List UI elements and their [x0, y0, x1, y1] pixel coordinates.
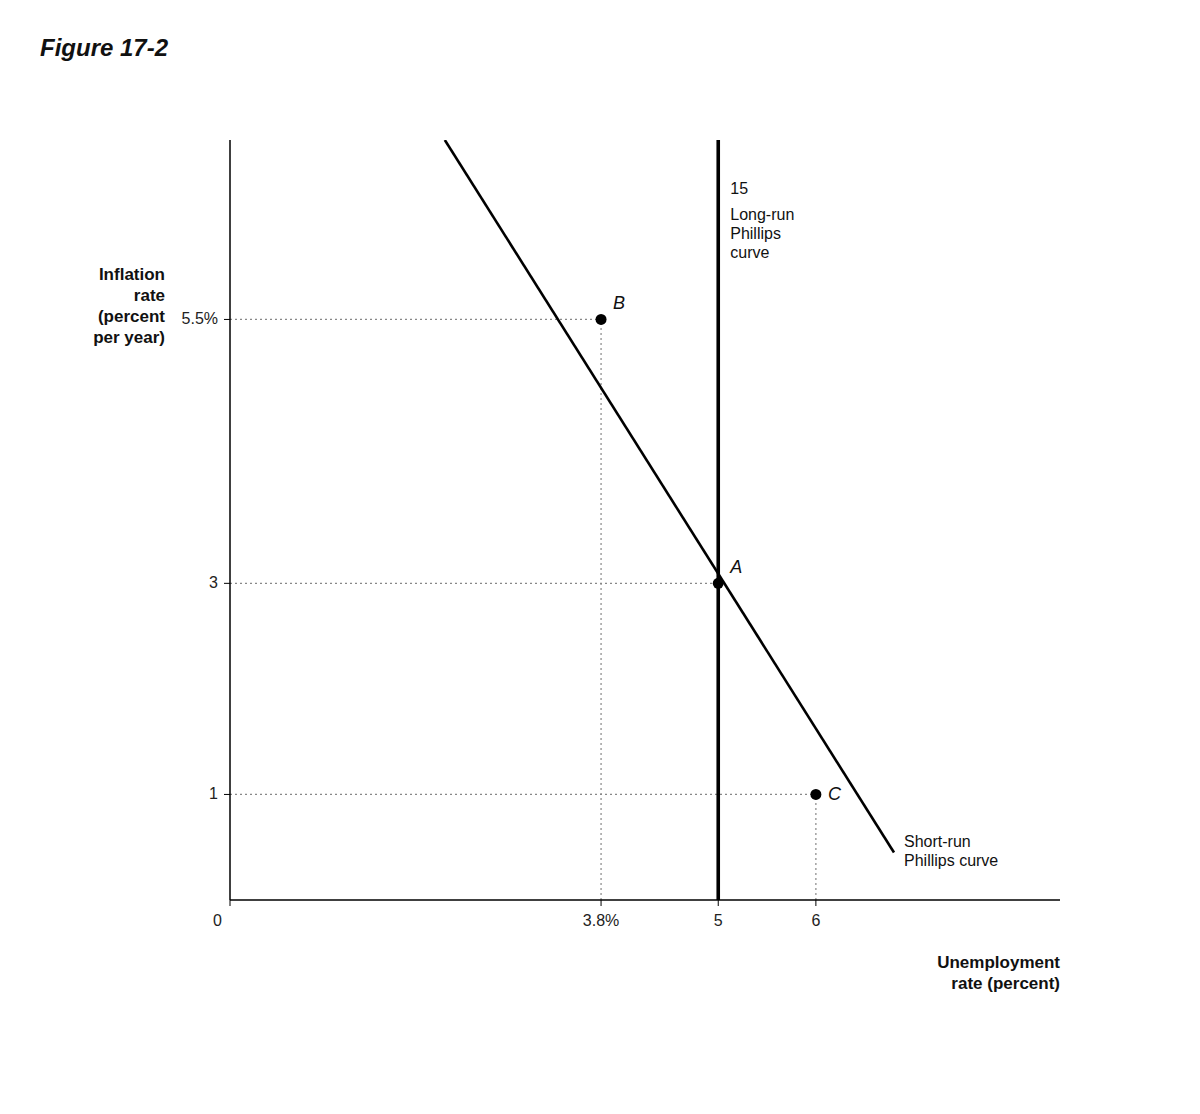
reference-line: [600, 319, 601, 900]
y-tick-label: 1: [209, 785, 218, 802]
text-line: Short-run: [904, 833, 971, 850]
reference-line: [815, 794, 816, 900]
x-tick: [601, 900, 602, 906]
reference-line: [230, 319, 601, 320]
text-line: Long-run: [730, 206, 794, 223]
x-tick-label: 3.8%: [583, 912, 619, 929]
chart: Figure 17-2 0 3.8% 5 6 1 3 5.5% Inflation rate (pe…: [0, 0, 1200, 1114]
curve-line: [445, 140, 894, 853]
reference-line: [230, 794, 816, 795]
x-tick: [815, 900, 816, 906]
y-axis-line: [229, 140, 231, 900]
point: [596, 314, 607, 325]
curve-label: Short-run Phillips curve: [904, 833, 998, 869]
y-tick: [224, 319, 230, 320]
text-line: curve: [730, 244, 769, 261]
y-tick-label: 3: [209, 574, 218, 591]
point-label: A: [729, 557, 742, 577]
point-label: B: [613, 293, 625, 313]
x-tick-label: 6: [811, 912, 820, 929]
text-line: rate: [134, 286, 165, 305]
y-axis-label: Inflation rate (percent per year): [93, 265, 165, 347]
y-tick: [224, 583, 230, 584]
plot-area: [230, 140, 894, 900]
x-axis-label: Unemployment rate (percent): [937, 953, 1060, 993]
text-line: per year): [93, 328, 165, 347]
x-tick-label: 0: [213, 912, 222, 929]
y-tick-label: 5.5%: [182, 310, 218, 327]
x-tick: [718, 900, 719, 906]
x-axis-line: [230, 899, 1060, 901]
annotation: 15: [730, 180, 748, 197]
curve-line: [716, 140, 720, 900]
point: [713, 578, 724, 589]
text-line: Phillips: [730, 225, 781, 242]
text-line: Unemployment: [937, 953, 1060, 972]
text-line: (percent: [98, 307, 165, 326]
x-tick: [230, 900, 231, 906]
reference-line: [230, 583, 718, 584]
title: Figure 17-2: [40, 34, 169, 61]
y-tick: [224, 794, 230, 795]
point-label: C: [828, 784, 842, 804]
text-line: Inflation: [99, 265, 165, 284]
x-tick-label: 5: [714, 912, 723, 929]
text-line: rate (percent): [951, 974, 1060, 993]
text-line: Phillips curve: [904, 852, 998, 869]
curve-label: Long-run Phillips curve: [730, 206, 794, 261]
point: [810, 789, 821, 800]
